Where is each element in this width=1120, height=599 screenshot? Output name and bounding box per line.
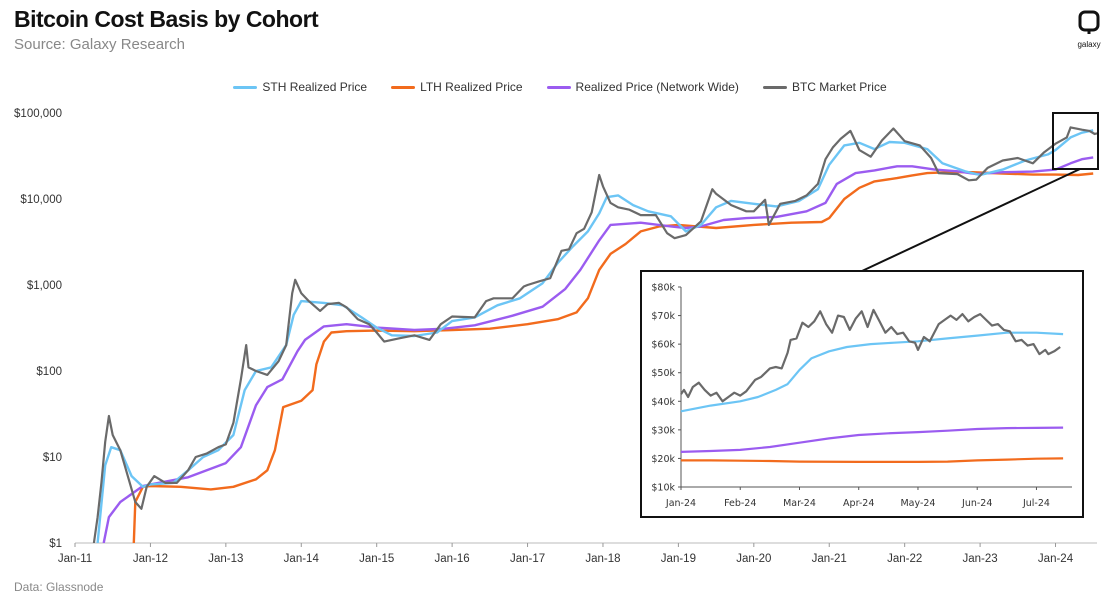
data-source-note: Data: Glassnode [14,580,104,594]
series-line-btc [92,126,1097,543]
logo-text: galaxy [1077,40,1101,49]
legend-swatch-realized [546,85,571,89]
legend-label-lth: LTH Realized Price [420,80,523,94]
legend-swatch-sth [233,85,258,89]
inset-x-tick-label: Feb-24 [724,498,756,509]
inset-y-tick-label: $70k [651,311,675,322]
inset-y-tick-label: $20k [651,454,675,465]
inset-y-tick-label: $30k [651,425,675,436]
inset-x-tick-label: Jun-24 [961,498,992,509]
x-tick-label: Jan-21 [812,553,847,565]
y-tick-label: $10,000 [20,194,62,206]
zoom-highlight-box [1052,112,1099,170]
inset-y-tick-label: $40k [651,397,675,408]
inset-series-line-lth [681,457,1064,463]
inset-series-line-realized [680,426,1064,453]
x-tick-label: Jan-11 [58,553,92,565]
inset-x-tick-label: Mar-24 [783,498,816,509]
y-tick-label: $1,000 [27,280,62,292]
inset-plot-area [680,308,1064,463]
zoom-connector-line [861,168,1081,272]
x-tick-label: Jan-20 [736,553,771,565]
x-tick-label: Jan-14 [284,553,320,565]
legend-item-lth: LTH Realized Price [391,80,523,94]
inset-series-line-btc [680,308,1061,403]
legend: STH Realized Price LTH Realized Price Re… [0,80,1120,94]
galaxy-logo-icon [1078,10,1100,34]
legend-swatch-btc [762,85,787,89]
x-tick-label: Jan-15 [359,553,394,565]
y-tick-label: $100 [36,366,62,378]
x-tick-label: Jan-19 [661,553,696,565]
y-tick-label: $100,000 [14,108,62,120]
legend-item-realized: Realized Price (Network Wide) [546,80,739,94]
inset-y-tick-label: $50k [651,368,675,379]
inset-series-line-sth [680,331,1064,413]
inset-y-tick-label: $60k [651,340,675,351]
inset-y-tick-label: $80k [651,283,675,294]
x-tick-label: Jan-16 [435,553,470,565]
inset-x-tick-label: Apr-24 [843,498,874,509]
x-tick-label: Jan-12 [133,553,168,565]
y-tick-label: $1 [49,538,62,550]
legend-swatch-lth [391,85,416,89]
legend-item-btc: BTC Market Price [762,80,887,94]
x-tick-label: Jan-24 [1038,553,1074,565]
legend-label-sth: STH Realized Price [262,80,368,94]
y-tick-label: $10 [43,452,62,464]
inset-y-tick-label: $10k [651,483,675,494]
x-tick-label: Jan-18 [585,553,620,565]
inset-frame [640,270,1084,518]
x-tick-label: Jan-17 [510,553,545,565]
chart-subtitle: Source: Galaxy Research [14,36,185,53]
chart-title: Bitcoin Cost Basis by Cohort [14,6,319,32]
x-tick-label: Jan-23 [963,553,998,565]
x-tick-label: Jan-22 [887,553,922,565]
series-line-realized [102,156,1094,543]
main-plot-area [92,126,1097,543]
legend-item-sth: STH Realized Price [233,80,367,94]
legend-label-realized: Realized Price (Network Wide) [575,80,739,94]
series-line-lth [132,171,1094,543]
x-tick-label: Jan-13 [208,553,243,565]
inset-x-tick-label: Jul-24 [1022,498,1050,509]
legend-label-btc: BTC Market Price [791,80,887,94]
galaxy-logo: galaxy [1072,10,1106,49]
inset-x-tick-label: May-24 [900,498,935,509]
inset-x-tick-label: Jan-24 [665,498,696,509]
